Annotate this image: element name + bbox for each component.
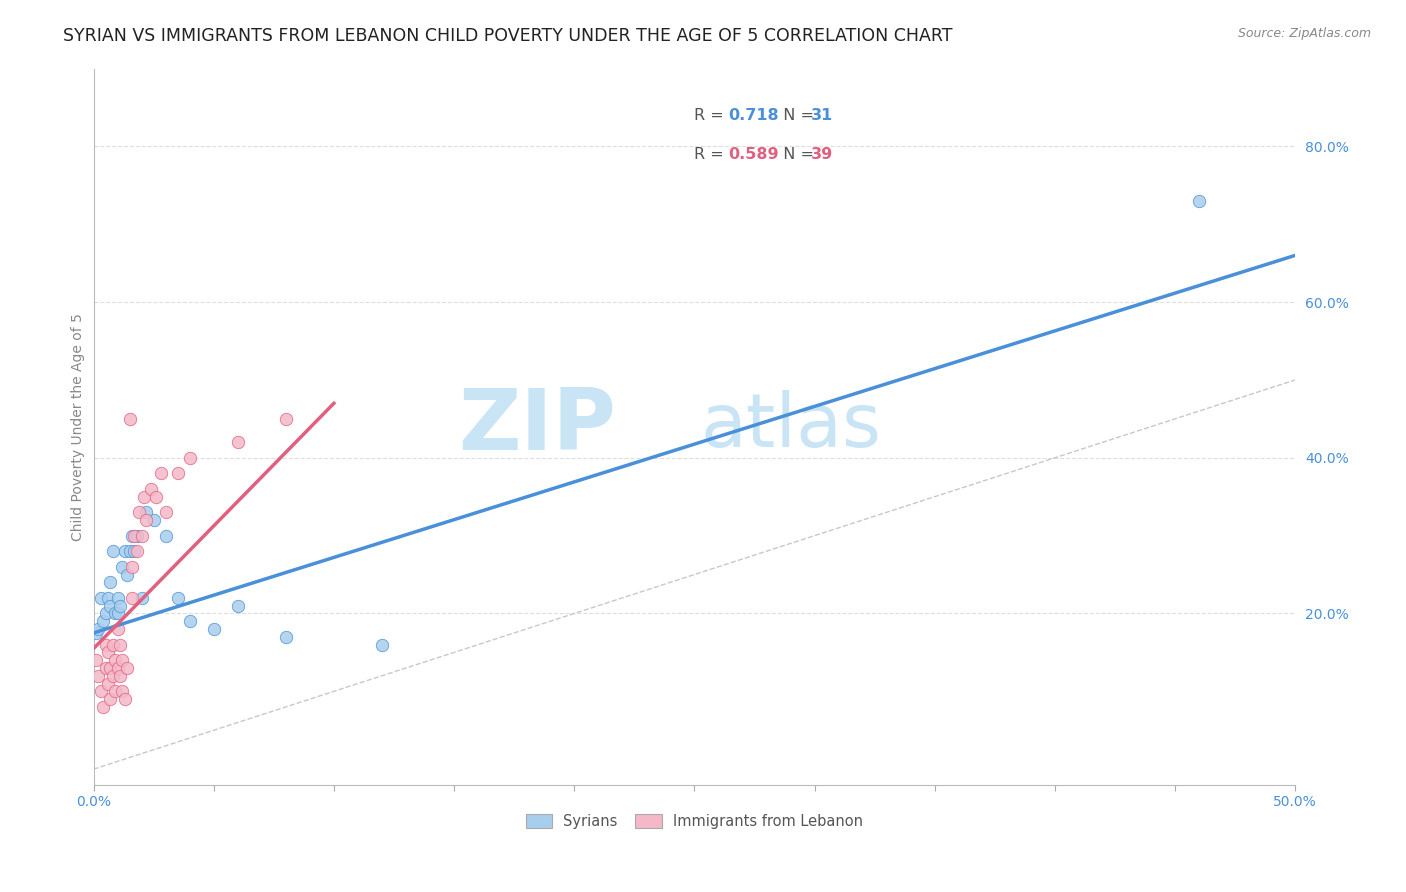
Point (90, 684, 112, 698)
Point (121, 591, 143, 605)
Point (274, 630, 297, 644)
Text: 0.718: 0.718 (728, 108, 779, 122)
Point (107, 591, 129, 605)
Point (118, 412, 141, 426)
Point (84, 626, 107, 640)
Point (94, 661, 117, 675)
Point (94, 638, 117, 652)
Point (97, 591, 120, 605)
Point (132, 490, 155, 504)
Point (115, 661, 138, 675)
Point (125, 544, 148, 558)
Point (128, 505, 150, 519)
Point (100, 599, 122, 613)
Point (97, 676, 120, 690)
Point (149, 467, 172, 481)
Point (121, 528, 143, 542)
Point (142, 513, 165, 527)
Text: atlas: atlas (700, 390, 882, 463)
Point (100, 661, 122, 675)
Point (226, 435, 249, 450)
Point (107, 661, 129, 675)
Point (135, 513, 157, 527)
Point (166, 467, 188, 481)
Point (100, 575, 122, 590)
Text: R =: R = (695, 108, 730, 122)
Point (1188, 194, 1211, 208)
Point (141, 482, 163, 496)
Point (125, 528, 148, 542)
Point (131, 591, 153, 605)
Point (179, 614, 201, 628)
Point (107, 607, 129, 621)
Point (202, 622, 225, 636)
Point (104, 684, 127, 698)
Point (166, 591, 188, 605)
Text: 31: 31 (811, 108, 834, 122)
Point (101, 638, 124, 652)
Point (274, 412, 297, 426)
Point (114, 544, 136, 558)
Point (121, 559, 143, 574)
Point (91, 699, 114, 714)
Point (135, 505, 157, 519)
Point (108, 669, 131, 683)
Point (104, 607, 127, 621)
Text: R =: R = (695, 147, 730, 162)
Point (118, 544, 141, 558)
Point (108, 638, 131, 652)
Point (131, 528, 153, 542)
Point (84, 653, 107, 667)
Point (91, 614, 114, 628)
Text: 39: 39 (811, 147, 834, 162)
Point (104, 653, 127, 667)
Text: N =: N = (772, 147, 818, 162)
Point (87, 669, 110, 683)
Point (114, 692, 136, 706)
Point (107, 622, 129, 636)
Text: 0.589: 0.589 (728, 147, 779, 162)
Point (371, 638, 394, 652)
Legend: Syrians, Immigrants from Lebanon: Syrians, Immigrants from Lebanon (520, 807, 869, 835)
Text: ZIP: ZIP (458, 385, 616, 468)
Point (155, 505, 177, 519)
Point (111, 559, 134, 574)
Point (226, 599, 249, 613)
Text: SYRIAN VS IMMIGRANTS FROM LEBANON CHILD POVERTY UNDER THE AGE OF 5 CORRELATION C: SYRIAN VS IMMIGRANTS FROM LEBANON CHILD … (63, 27, 953, 45)
Point (87, 622, 110, 636)
Y-axis label: Child Poverty Under the Age of 5: Child Poverty Under the Age of 5 (72, 313, 86, 541)
Point (90, 591, 112, 605)
Point (124, 528, 146, 542)
Point (145, 490, 167, 504)
Point (101, 544, 124, 558)
Text: Source: ZipAtlas.com: Source: ZipAtlas.com (1237, 27, 1371, 40)
Point (101, 669, 124, 683)
Point (179, 450, 201, 465)
Point (100, 692, 122, 706)
Point (111, 684, 134, 698)
Point (97, 645, 120, 659)
Point (155, 528, 177, 542)
Text: N =: N = (772, 108, 818, 122)
Point (124, 544, 146, 558)
Point (94, 607, 117, 621)
Point (115, 567, 138, 582)
Point (108, 599, 131, 613)
Point (111, 653, 134, 667)
